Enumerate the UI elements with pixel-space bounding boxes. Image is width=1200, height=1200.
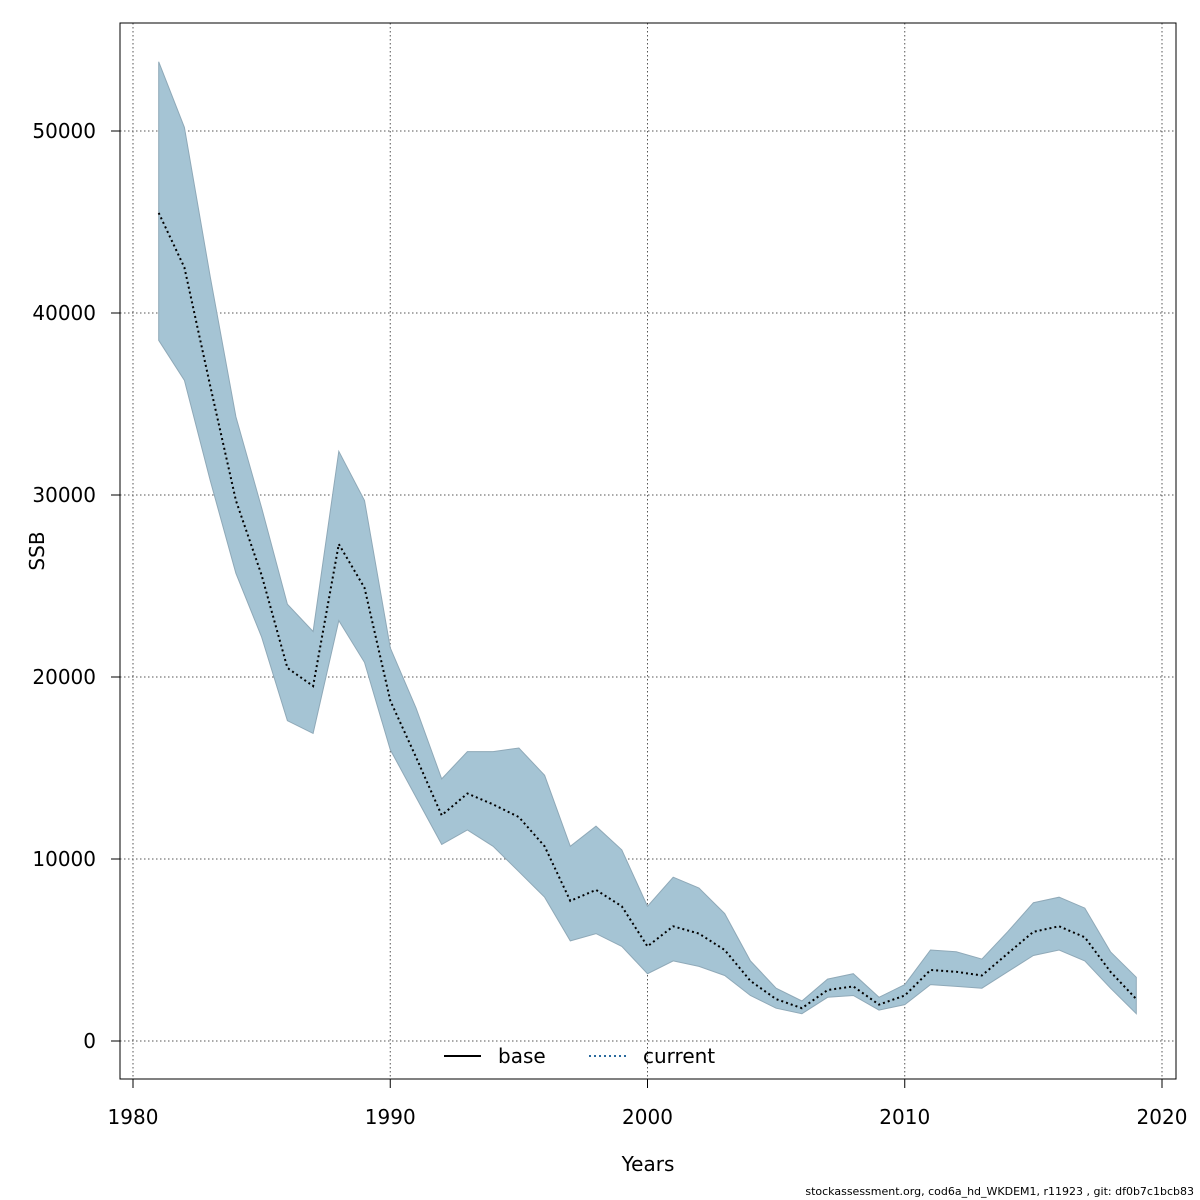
x-tick-label: 1980	[108, 1105, 159, 1129]
legend: base current	[444, 1044, 715, 1068]
x-tick-label: 2020	[1137, 1105, 1188, 1129]
footer-note: stockassessment.org, cod6a_hd_WKDEM1, r1…	[805, 1185, 1194, 1198]
y-axis-title: SSB	[25, 531, 49, 570]
grid-lines	[120, 23, 1176, 1079]
y-axis: 0 10000 20000 30000 40000 50000	[32, 119, 120, 1053]
x-axis-title: Years	[621, 1152, 675, 1176]
x-tick-label: 2000	[622, 1105, 673, 1129]
y-tick-label: 20000	[32, 665, 96, 689]
y-tick-label: 10000	[32, 847, 96, 871]
x-tick-label: 2010	[879, 1105, 930, 1129]
legend-label-base: base	[498, 1044, 546, 1068]
y-tick-label: 30000	[32, 483, 96, 507]
x-tick-label: 1990	[365, 1105, 416, 1129]
x-axis: 1980 1990 2000 2010 2020	[108, 1079, 1188, 1129]
confidence-band	[158, 61, 1137, 1015]
y-tick-label: 0	[83, 1029, 96, 1053]
legend-label-current: current	[643, 1044, 715, 1068]
y-tick-label: 50000	[32, 119, 96, 143]
y-tick-label: 40000	[32, 301, 96, 325]
